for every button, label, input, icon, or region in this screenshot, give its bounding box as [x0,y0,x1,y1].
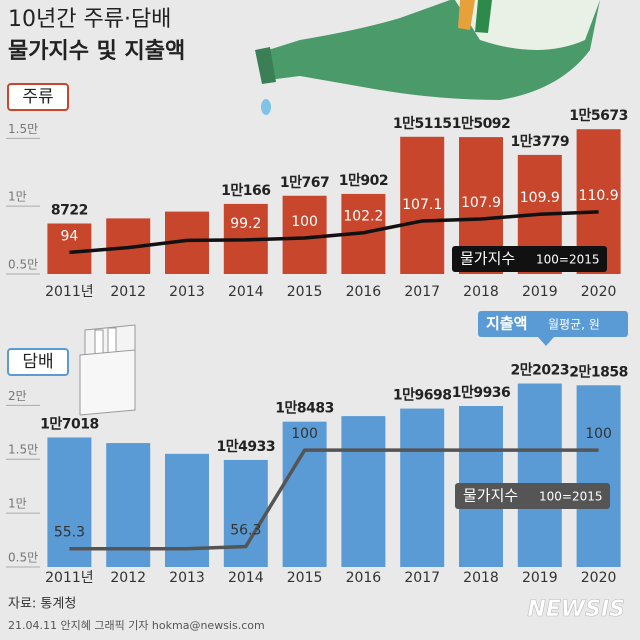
index-value-label: 110.9 [579,188,619,204]
chart-tag: 주류 [22,87,53,107]
bar-value-label: 2만2023 [511,363,570,379]
legend-name: 물가지수 [460,250,515,268]
x-tick-label: 2011년 [45,570,94,586]
bar-value-label: 1만767 [280,175,329,191]
y-tick-label: 1.5만 [8,122,38,136]
x-tick-label: 2016 [346,284,382,300]
index-line [69,210,599,255]
bar-value-label: 2만1858 [569,364,628,380]
x-tick-label: 2012 [110,570,146,586]
bar-value-label: 8722 [51,203,88,219]
x-tick-label: 2013 [169,570,205,586]
y-tick-label: 0.5만 [8,258,38,272]
legend-name: 물가지수 [463,487,518,505]
legend-box [478,311,628,337]
legend-note: 100=2015 [536,253,600,267]
y-tick-label: 1만 [8,190,27,204]
title-line: 물가지수 및 지출액 [8,39,185,64]
credit: 21.04.11 안지혜 그래픽 기자 hokma@newsis.com [8,619,265,632]
x-tick-label: 2015 [287,570,323,586]
chart-tag-box [7,348,69,376]
bar [223,459,268,567]
bar-value-label: 1만9698 [393,388,452,404]
y-tick-label: 2만 [8,389,27,403]
bar [400,408,445,567]
y-tick-label: 0.5만 [8,551,38,565]
bottle [255,0,600,115]
bar-value-label: 1만5115 [393,116,452,132]
x-tick-label: 2015 [287,284,323,300]
source: 자료: 통계청 [8,597,76,612]
bar [400,136,445,274]
x-tick-label: 2016 [346,570,382,586]
index-value-label: 100 [291,426,318,442]
index-value-label: 100 [585,426,612,442]
index-value-label: 99.2 [230,216,261,232]
index-value-label: 56.3 [230,522,261,538]
cigarette-pack [79,324,136,416]
index-value-label: 107.9 [461,195,501,211]
legend-name: 지출액 [486,315,527,333]
bar [341,416,386,567]
x-tick-label: 2014 [228,284,264,300]
legend-pointer [538,337,554,346]
bar-value-label: 1만4933 [217,439,276,455]
bar [47,437,92,567]
brand: NEWSIS [527,597,625,622]
title-line: 10년간 주류·담배 [8,7,171,32]
x-tick-label: 2013 [169,284,205,300]
index-line [69,448,599,551]
index-value-label: 102.2 [343,209,383,225]
legend-box [455,483,610,509]
index-value-label: 55.3 [54,525,85,541]
x-tick-label: 2020 [581,284,617,300]
x-tick-label: 2018 [463,284,499,300]
x-tick-label: 2018 [463,570,499,586]
y-tick-label: 1만 [8,497,27,511]
chart-tag-box [7,83,69,111]
bar [106,443,151,567]
x-tick-label: 2012 [110,284,146,300]
x-tick-label: 2020 [581,570,617,586]
legend-box [452,246,607,272]
x-tick-label: 2019 [522,284,558,300]
bar [517,383,562,567]
index-value-label: 109.9 [520,190,560,206]
bar-value-label: 1만8483 [275,401,334,417]
chart-tag: 담배 [22,352,53,372]
index-value-label: 100 [291,214,318,230]
index-value-label: 107.1 [402,197,442,213]
bar [282,195,327,274]
index-value-label: 94 [60,228,78,244]
legend-note: 100=2015 [539,490,603,504]
bar [282,421,327,567]
bar-value-label: 1만5092 [452,116,511,132]
bar [47,223,92,274]
x-tick-label: 2014 [228,570,264,586]
bar-value-label: 1만7018 [40,416,99,432]
bar [576,385,621,567]
x-tick-label: 2019 [522,570,558,586]
bar-value-label: 1만166 [221,183,270,199]
bar-value-label: 1만3779 [511,134,570,150]
bar-value-label: 1만902 [339,173,388,189]
x-tick-label: 2017 [404,570,440,586]
y-tick-label: 1.5만 [8,443,38,457]
bar-value-label: 1만5673 [569,108,628,124]
x-tick-label: 2017 [404,284,440,300]
bar-value-label: 1만9936 [452,385,511,401]
legend-note: 월평균, 원 [548,318,600,332]
x-tick-label: 2011년 [45,284,94,300]
